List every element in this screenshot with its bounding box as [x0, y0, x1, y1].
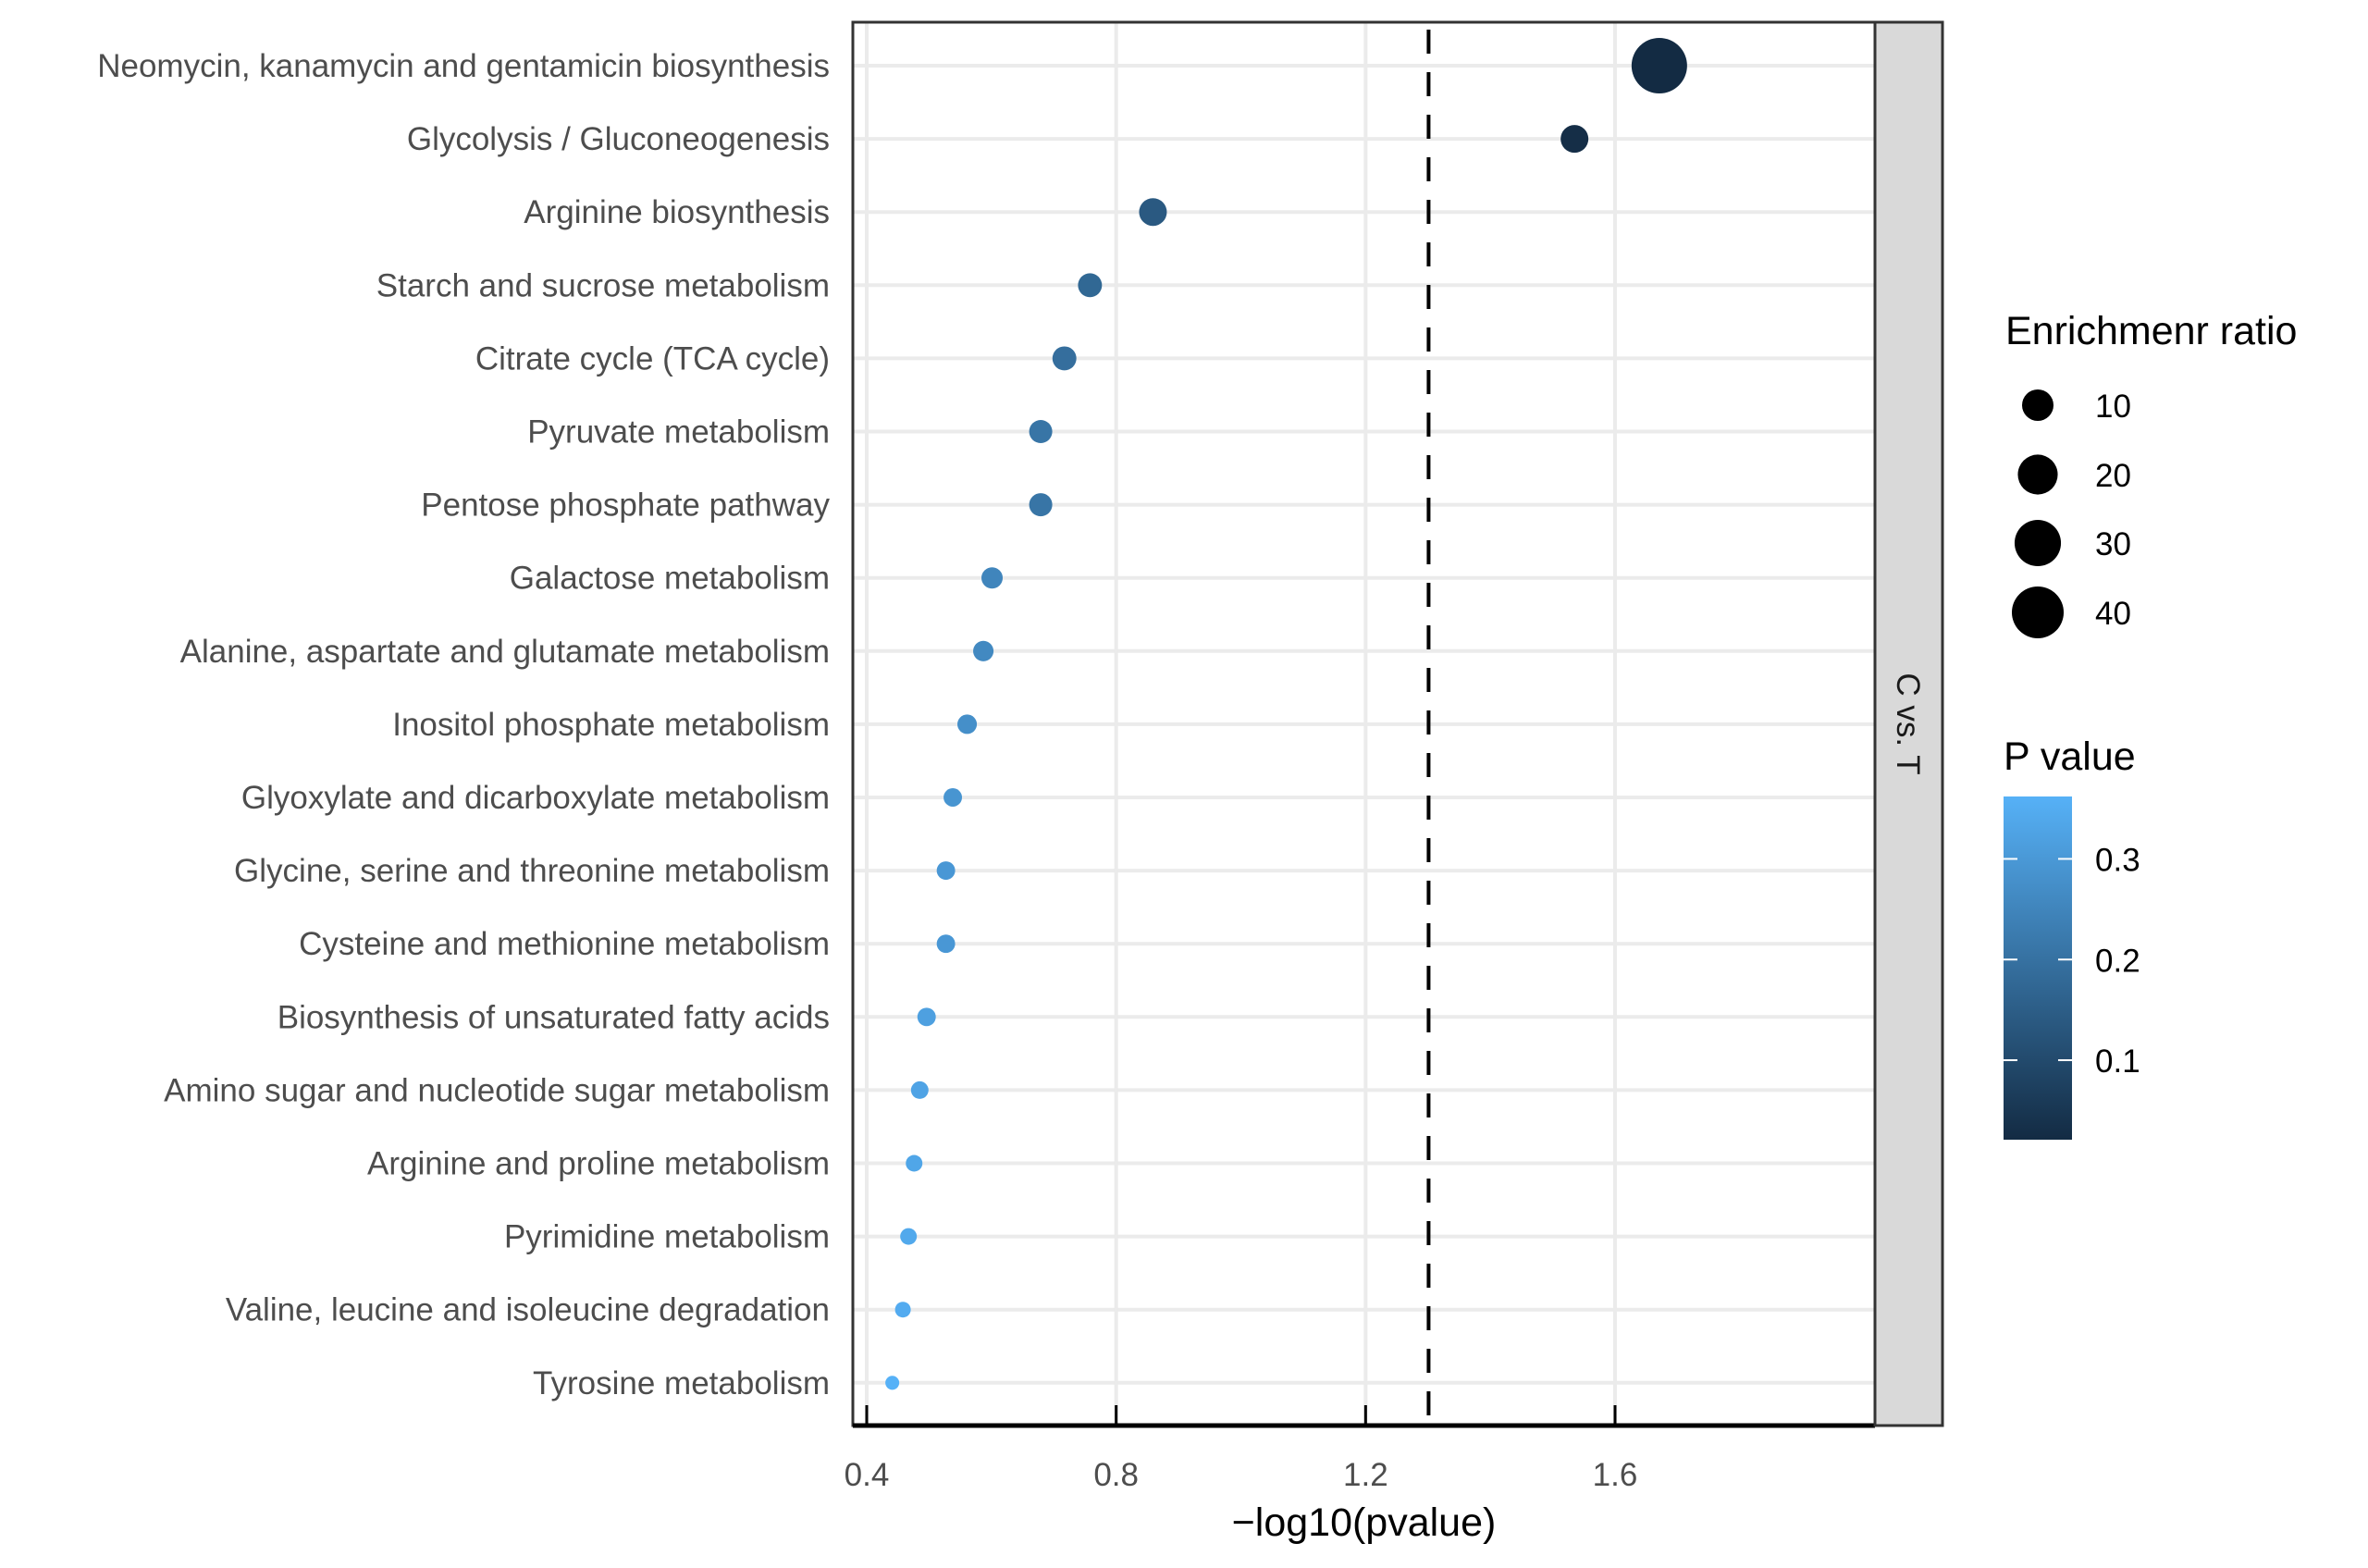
data-point [957, 714, 978, 735]
data-point [1139, 198, 1167, 227]
size-legend-label: 10 [2095, 389, 2131, 425]
data-point [936, 861, 956, 881]
x-tick-label: 1.6 [1593, 1457, 1638, 1493]
size-legend-key [2014, 519, 2062, 567]
data-point [1560, 125, 1589, 154]
y-axis-label: Citrate cycle (TCA cycle) [475, 340, 830, 377]
data-point [936, 934, 956, 954]
y-axis-label: Glycine, serine and threonine metabolism [234, 853, 830, 889]
y-axis-label: Inositol phosphate metabolism [392, 707, 830, 743]
data-point [981, 567, 1004, 589]
y-axis-label: Pentose phosphate pathway [421, 488, 830, 524]
y-axis-label: Arginine biosynthesis [524, 194, 830, 230]
colorbar-label: 0.3 [2095, 842, 2140, 878]
data-points [885, 37, 1687, 1390]
data-point [944, 788, 963, 807]
y-axis-label: Cysteine and methionine metabolism [299, 926, 830, 962]
y-axis-label: Starch and sucrose metabolism [376, 267, 830, 303]
data-point [894, 1302, 911, 1318]
y-axis-label: Tyrosine metabolism [533, 1365, 830, 1401]
size-legend-key [2011, 586, 2065, 639]
y-axis-label: Pyruvate metabolism [527, 414, 830, 451]
y-axis-labels: Neomycin, kanamycin and gentamicin biosy… [97, 48, 830, 1401]
facet-strip: C vs. T [1873, 20, 1944, 1427]
grid-lines [853, 22, 1875, 1426]
y-axis-label: Glyoxylate and dicarboxylate metabolism [241, 780, 830, 816]
data-point [917, 1007, 936, 1027]
x-tick-label: 1.2 [1343, 1457, 1388, 1493]
y-axis-label: Valine, leucine and isoleucine degradati… [226, 1292, 830, 1328]
y-axis-label: Arginine and proline metabolism [367, 1146, 830, 1182]
facet-strip-background [1873, 20, 1944, 1427]
x-axis-title: −log10(pvalue) [1232, 1500, 1497, 1545]
y-axis-label: Neomycin, kanamycin and gentamicin biosy… [97, 48, 830, 84]
colorbar [2004, 796, 2072, 1140]
data-point [910, 1080, 929, 1099]
facet-strip-label: C vs. T [1890, 673, 1926, 774]
data-point [1052, 346, 1077, 371]
x-axis: 0.4 0.8 1.2 1.6 [845, 1405, 1875, 1493]
y-axis-label: Glycolysis / Gluconeogenesis [407, 121, 830, 157]
y-axis-label: Biosynthesis of unsaturated fatty acids [278, 999, 830, 1035]
x-tick-label: 0.8 [1093, 1457, 1139, 1493]
data-point [1029, 419, 1053, 444]
y-axis-label: Galactose metabolism [510, 561, 830, 597]
size-legend-key [2017, 454, 2058, 495]
size-legend-label: 30 [2095, 526, 2131, 562]
size-legend: Enrichmenr ratio 10 20 30 40 [2005, 309, 2297, 639]
y-axis-label: Pyrimidine metabolism [504, 1219, 830, 1255]
data-point [973, 640, 994, 661]
data-point [1078, 273, 1103, 298]
size-legend-title: Enrichmenr ratio [2005, 309, 2297, 353]
size-legend-key [2021, 389, 2054, 422]
color-legend-title: P value [2004, 735, 2136, 779]
y-axis-label: Amino sugar and nucleotide sugar metabol… [164, 1072, 830, 1108]
data-point [1631, 37, 1687, 94]
y-axis-label: Alanine, aspartate and glutamate metabol… [180, 634, 830, 670]
colorbar-label: 0.1 [2095, 1043, 2140, 1080]
colorbar-label: 0.2 [2095, 943, 2140, 979]
color-legend: P value 0.1 0.2 0.3 [2004, 735, 2140, 1140]
data-point [1029, 493, 1053, 517]
data-point [900, 1228, 918, 1245]
data-point [885, 1376, 900, 1390]
x-tick-label: 0.4 [845, 1457, 890, 1493]
data-point [906, 1154, 923, 1172]
size-legend-label: 40 [2095, 596, 2131, 632]
size-legend-label: 20 [2095, 458, 2131, 494]
